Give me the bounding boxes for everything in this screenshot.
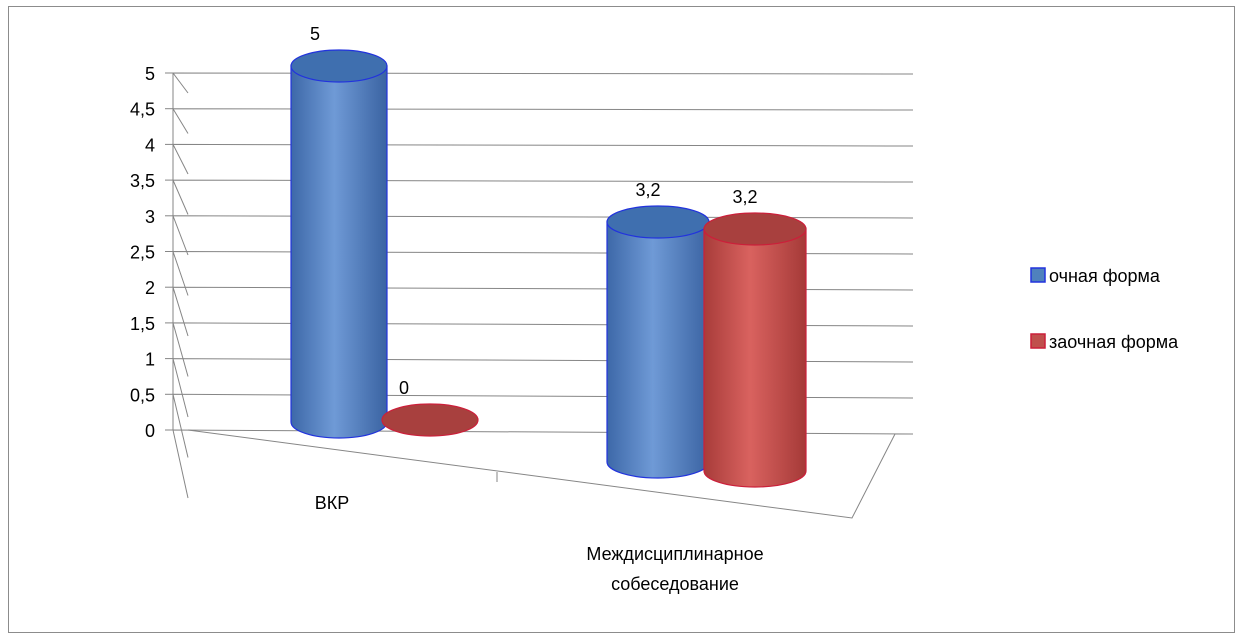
bar-top-1-1 xyxy=(703,212,807,246)
y-tick-label: 3 xyxy=(145,207,155,227)
bar-0-1 xyxy=(606,221,710,479)
bar-0-0 xyxy=(290,65,388,439)
gridline xyxy=(172,179,914,215)
y-tick-label: 1,5 xyxy=(130,314,155,334)
legend-label: очная форма xyxy=(1049,266,1161,286)
y-tick-label: 2,5 xyxy=(130,243,155,263)
chart-legend: очная форма заочная форма xyxy=(1030,266,1179,352)
y-tick-label: 1 xyxy=(145,350,155,370)
bar-top-0-1 xyxy=(606,205,710,239)
legend-swatch xyxy=(1030,267,1046,283)
y-tick-label: 0,5 xyxy=(130,385,155,405)
bar-top-1-0 xyxy=(381,403,479,437)
y-tick-label: 4 xyxy=(145,135,155,155)
gridline xyxy=(171,72,914,94)
data-label: 3,2 xyxy=(635,180,660,200)
x-category-label: ВКР xyxy=(315,493,350,513)
legend-label: заочная форма xyxy=(1049,332,1179,352)
data-label: 3,2 xyxy=(732,187,757,207)
bar-1-1 xyxy=(703,228,807,488)
gridline xyxy=(172,108,914,134)
data-label: 0 xyxy=(399,378,409,398)
bar-top-0-0 xyxy=(290,49,388,83)
y-tick-label: 3,5 xyxy=(130,171,155,191)
chart-labels: 5 3,2 0 3,2 ВКР Междисциплинарное собеседовани… xyxy=(310,24,764,594)
floor-outline xyxy=(187,429,913,519)
chart-axes: 0 0,5 1 1,5 2 2,5 3 3,5 4 4,5 5 xyxy=(130,64,913,519)
y-tick-label: 2 xyxy=(145,278,155,298)
x-category-label: собеседование xyxy=(611,574,739,594)
chart-bars xyxy=(290,49,807,488)
x-category-label: Междисциплинарное xyxy=(586,544,763,564)
y-tick-label: 4,5 xyxy=(130,100,155,120)
y-tick-label: 0 xyxy=(145,421,155,441)
y-tick-label: 5 xyxy=(145,64,155,84)
data-label: 5 xyxy=(310,24,320,44)
gridline xyxy=(172,143,914,175)
legend-swatch xyxy=(1030,333,1046,349)
